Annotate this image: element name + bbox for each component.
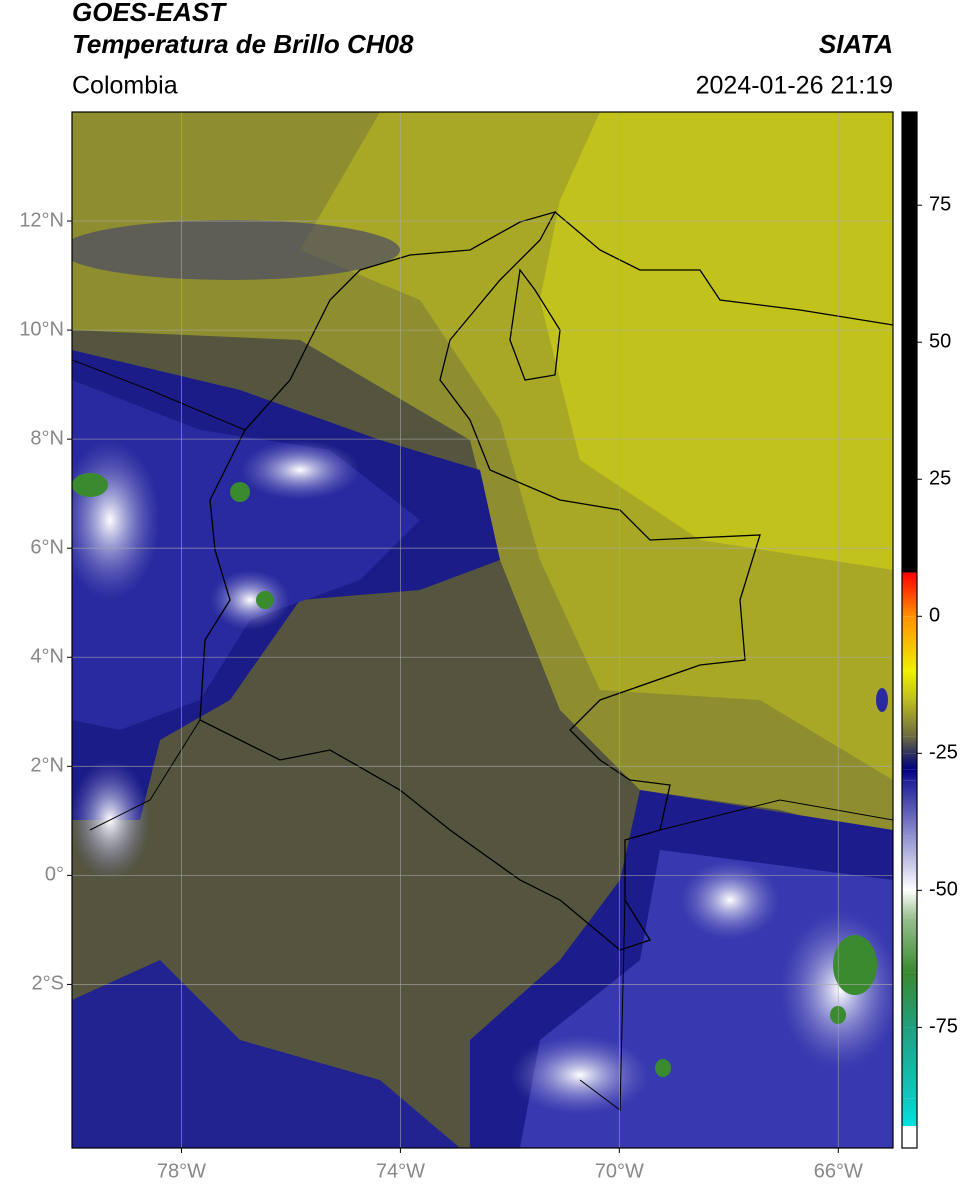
colorbar-segment <box>902 769 917 781</box>
colorbar-segment <box>902 1098 917 1127</box>
y-tick-label: 6°N <box>30 536 64 558</box>
x-tick-label: 78°W <box>157 1160 206 1182</box>
x-tick-label: 74°W <box>376 1160 425 1182</box>
region: Colombia <box>72 72 178 100</box>
subtitle: Temperatura de Brillo CH08 <box>72 29 414 59</box>
colorbar-segment <box>902 890 917 918</box>
colorbar-segment <box>902 698 917 737</box>
colorbar-tick-label: -50 <box>929 879 958 901</box>
title: GOES-EAST <box>72 0 227 27</box>
y-tick-label: 0° <box>45 864 64 886</box>
colorbar-tick-label: 0 <box>929 605 940 627</box>
colorbar-segment <box>902 972 917 1028</box>
colorbar-frame <box>901 111 918 1149</box>
colorbar-segment <box>902 753 917 770</box>
colorbar-segment <box>902 112 917 573</box>
x-tick-label: 70°W <box>595 1160 644 1182</box>
colorbar-tick-label: 25 <box>929 468 951 490</box>
y-tick-label: 2°S <box>32 973 64 995</box>
colorbar-tick-label: -25 <box>929 742 958 764</box>
map-frame <box>71 111 894 1149</box>
y-tick-label: 12°N <box>19 209 64 231</box>
colorbar-segment <box>902 780 917 836</box>
colorbar-tick-label: 75 <box>929 193 951 215</box>
colorbar-segment <box>902 671 917 699</box>
colorbar-tick-label: 50 <box>929 331 951 353</box>
y-tick-label: 4°N <box>30 646 64 668</box>
colorbar-segment <box>902 917 917 973</box>
colorbar-segment <box>902 1126 917 1148</box>
colorbar-segment <box>902 835 917 891</box>
colorbar-tick-label: -75 <box>929 1016 958 1038</box>
colorbar-segment <box>902 1027 917 1099</box>
source: SIATA <box>819 29 893 59</box>
datetime: 2024-01-26 21:19 <box>696 72 893 100</box>
colorbar-segment <box>902 736 917 754</box>
satellite-image <box>72 112 893 1148</box>
colorbar-segment <box>902 616 917 672</box>
x-tick-label: 66°W <box>814 1160 863 1182</box>
y-tick-label: 2°N <box>30 755 64 777</box>
colorbar-segment <box>902 572 917 617</box>
y-tick-label: 8°N <box>30 427 64 449</box>
y-tick-label: 10°N <box>19 318 64 340</box>
